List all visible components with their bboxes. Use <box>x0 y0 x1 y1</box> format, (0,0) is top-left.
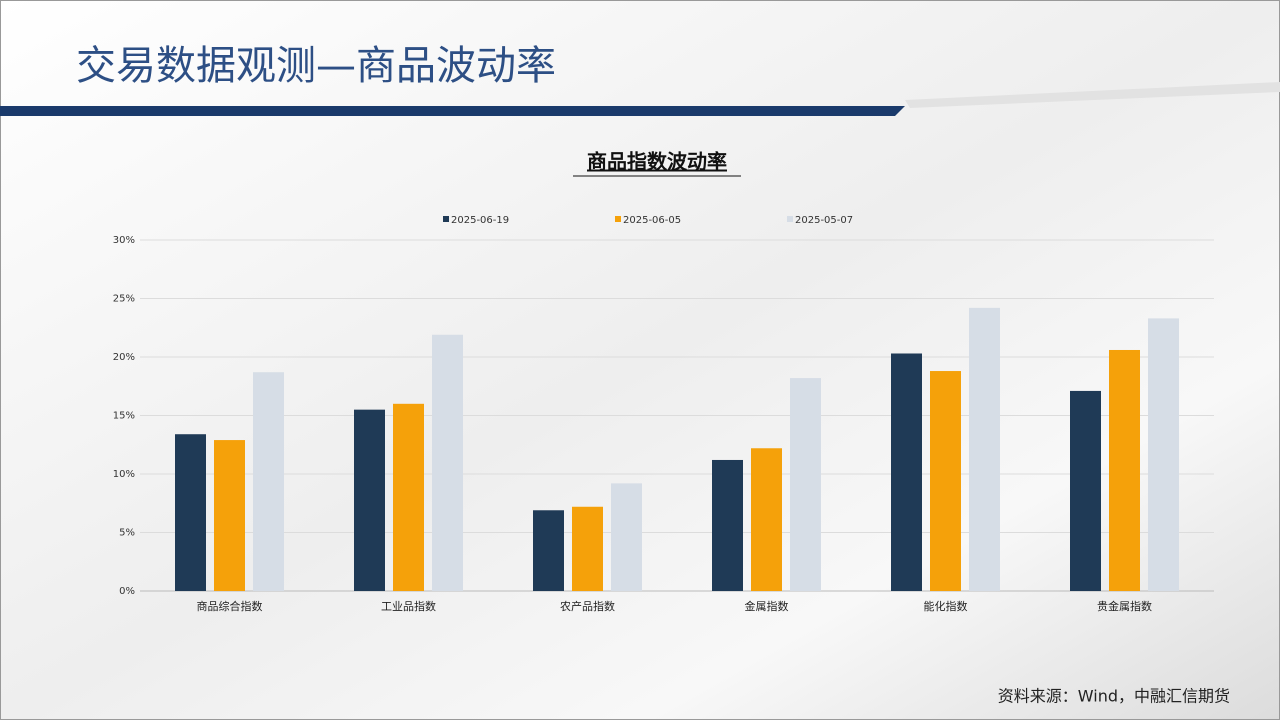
y-tick-label: 25% <box>113 294 135 305</box>
x-tick-label: 能化指数 <box>924 599 968 613</box>
legend-swatch <box>615 216 621 222</box>
bar <box>533 510 564 591</box>
x-tick-label: 贵金属指数 <box>1097 599 1152 613</box>
bar <box>253 372 284 591</box>
y-tick-label: 5% <box>119 528 135 539</box>
x-tick-label: 金属指数 <box>745 599 789 613</box>
bar <box>751 448 782 591</box>
legend-label: 2025-05-07 <box>795 215 853 226</box>
bar <box>432 334 463 591</box>
bar <box>175 434 206 591</box>
legend-label: 2025-06-05 <box>623 215 681 226</box>
bar <box>393 403 424 591</box>
header-band <box>0 106 905 116</box>
y-tick-label: 15% <box>113 411 135 422</box>
bar <box>969 307 1000 591</box>
header-band-light <box>905 82 1280 108</box>
x-tick-label: 商品综合指数 <box>197 599 263 613</box>
bar <box>611 483 642 591</box>
x-tick-label: 工业品指数 <box>381 599 436 613</box>
bar <box>214 440 245 591</box>
bar <box>790 378 821 591</box>
bar <box>712 459 743 591</box>
y-tick-label: 20% <box>113 352 135 363</box>
bar <box>1109 349 1140 591</box>
bar <box>354 409 385 591</box>
bar <box>572 506 603 591</box>
y-tick-label: 0% <box>119 586 135 597</box>
bar <box>891 353 922 591</box>
y-tick-label: 10% <box>113 469 135 480</box>
source-note: 资料来源：Wind，中融汇信期货 <box>998 687 1230 706</box>
legend-label: 2025-06-19 <box>451 215 509 226</box>
bar <box>1148 318 1179 591</box>
chart-title: 商品指数波动率 <box>587 150 727 174</box>
bar <box>1070 390 1101 591</box>
x-tick-label: 农产品指数 <box>560 599 615 613</box>
y-tick-label: 30% <box>113 235 135 246</box>
legend-swatch <box>443 216 449 222</box>
bar <box>930 371 961 591</box>
slide-title: 交易数据观测—商品波动率 <box>76 43 556 89</box>
legend-swatch <box>787 216 793 222</box>
